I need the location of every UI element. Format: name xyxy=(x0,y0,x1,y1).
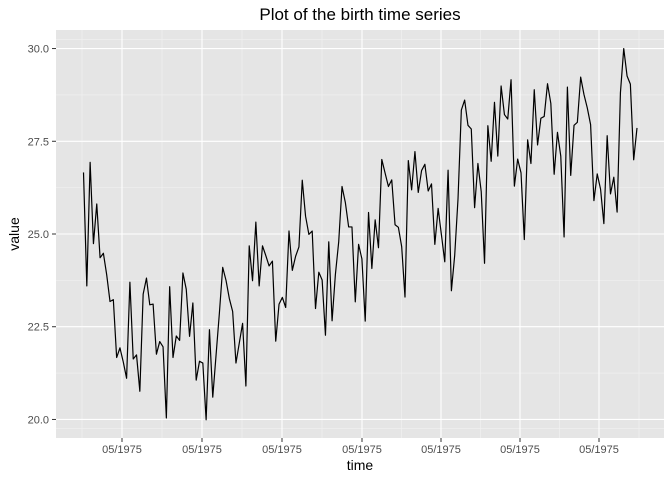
x-tick-label: 05/1975 xyxy=(500,444,540,456)
x-axis: 05/1975 05/1975 05/1975 05/1975 05/1975 05/19… xyxy=(102,438,619,456)
y-tick-label: 20.0 xyxy=(28,414,49,426)
y-tick-label: 25.0 xyxy=(28,229,49,241)
y-tick-label: 30.0 xyxy=(28,44,49,56)
x-axis-title: time xyxy=(347,457,374,473)
series-line xyxy=(82,47,638,421)
y-axis: 20.0 22.5 25.0 27.5 30.0 xyxy=(28,44,56,426)
x-tick-label: 05/1975 xyxy=(262,444,302,456)
y-axis-title: value xyxy=(6,217,22,251)
x-tick-label: 05/1975 xyxy=(182,444,222,456)
series-layer xyxy=(82,47,638,421)
chart-title: Plot of the birth time series xyxy=(259,5,460,24)
x-tick-label: 05/1975 xyxy=(579,444,619,456)
x-tick-label: 05/1975 xyxy=(421,444,461,456)
y-tick-label: 22.5 xyxy=(28,322,49,334)
x-tick-label: 05/1975 xyxy=(102,444,142,456)
y-tick-label: 27.5 xyxy=(28,136,49,148)
major-gridlines xyxy=(56,30,664,438)
x-tick-label: 05/1975 xyxy=(342,444,382,456)
